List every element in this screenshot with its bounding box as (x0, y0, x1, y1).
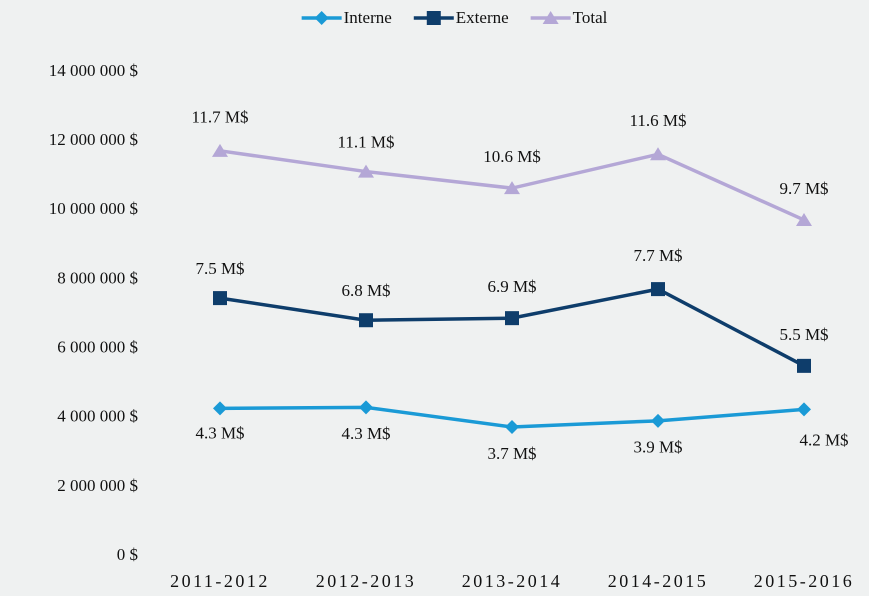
legend-label: Interne (344, 8, 392, 27)
data-label: 11.1 M$ (338, 132, 395, 151)
point-marker (650, 147, 666, 161)
y-tick-label: 8 000 000 $ (57, 268, 138, 287)
y-tick-label: 12 000 000 $ (49, 130, 138, 149)
data-label: 5.5 M$ (779, 325, 828, 344)
data-label: 7.7 M$ (633, 246, 682, 265)
legend-marker (542, 11, 559, 24)
legend-item: Total (530, 8, 608, 27)
legend-label: Externe (456, 8, 509, 27)
point-marker (358, 164, 374, 178)
x-tick-label: 2015-2016 (754, 571, 855, 591)
point-marker (213, 401, 227, 416)
x-tick-label: 2012-2013 (316, 571, 417, 591)
data-label: 9.7 M$ (779, 179, 828, 198)
point-marker (359, 313, 373, 328)
legend-label: Total (573, 8, 608, 27)
legend-marker (426, 11, 441, 25)
point-marker (651, 282, 665, 297)
point-marker (213, 291, 227, 306)
y-tick-label: 14 000 000 $ (49, 61, 138, 80)
data-label: 10.6 M$ (483, 147, 541, 166)
data-label: 6.9 M$ (487, 277, 536, 296)
data-label: 4.2 M$ (799, 430, 848, 449)
point-marker (796, 212, 812, 226)
y-tick-label: 10 000 000 $ (49, 199, 138, 218)
point-marker (504, 181, 520, 195)
legend-marker (314, 11, 329, 25)
point-marker (651, 413, 665, 428)
legend-item: Interne (301, 8, 392, 27)
x-tick-label: 2013-2014 (462, 571, 563, 591)
y-tick-label: 6 000 000 $ (57, 337, 138, 356)
point-marker (505, 420, 519, 435)
y-tick-label: 2 000 000 $ (57, 476, 138, 495)
data-label: 3.7 M$ (487, 444, 536, 463)
data-label: 11.7 M$ (192, 108, 249, 127)
data-label: 7.5 M$ (195, 259, 244, 278)
point-marker (797, 358, 811, 373)
point-marker (359, 400, 373, 415)
legend-item: Externe (413, 8, 509, 27)
series-line (219, 287, 805, 368)
data-label: 3.9 M$ (633, 438, 682, 457)
point-marker (505, 311, 519, 326)
point-marker (797, 402, 811, 417)
y-tick-label: 4 000 000 $ (57, 407, 138, 426)
legend: Interne Externe Total (301, 8, 608, 27)
x-tick-label: 2011-2012 (170, 571, 270, 591)
data-label: 4.3 M$ (341, 424, 390, 443)
data-label: 11.6 M$ (630, 111, 687, 130)
y-tick-label: 0 $ (117, 545, 138, 564)
data-label: 6.8 M$ (341, 281, 390, 300)
x-tick-label: 2014-2015 (608, 571, 709, 591)
data-label: 4.3 M$ (195, 423, 244, 442)
point-marker (212, 143, 228, 157)
